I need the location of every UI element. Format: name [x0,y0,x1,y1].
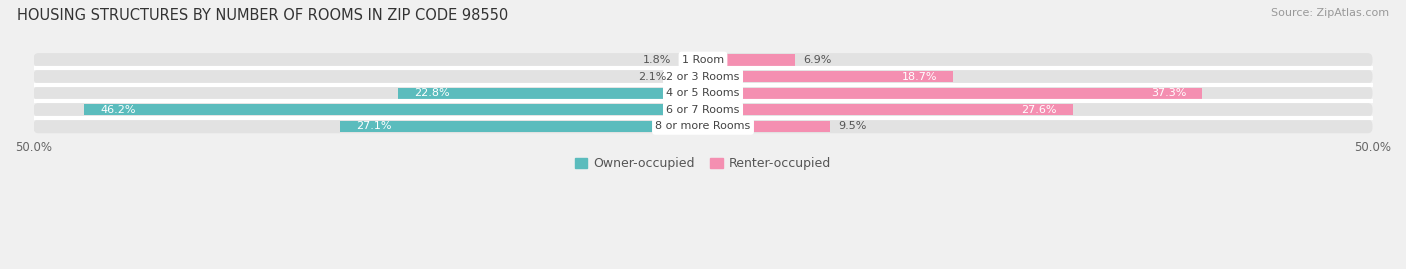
Text: 6.9%: 6.9% [803,55,832,65]
FancyBboxPatch shape [34,103,1372,117]
Text: 8 or more Rooms: 8 or more Rooms [655,121,751,132]
Text: Source: ZipAtlas.com: Source: ZipAtlas.com [1271,8,1389,18]
Bar [703,87,1202,99]
Bar [340,121,703,132]
Text: 27.1%: 27.1% [356,121,392,132]
Bar [398,87,703,99]
Text: 4 or 5 Rooms: 4 or 5 Rooms [666,88,740,98]
FancyBboxPatch shape [34,53,1372,67]
Text: 6 or 7 Rooms: 6 or 7 Rooms [666,105,740,115]
Text: 2.1%: 2.1% [638,72,666,82]
Text: 27.6%: 27.6% [1021,105,1056,115]
Bar [703,121,830,132]
Bar [703,71,953,82]
Text: 1 Room: 1 Room [682,55,724,65]
Text: 1.8%: 1.8% [643,55,671,65]
Bar [84,104,703,115]
Text: 22.8%: 22.8% [413,88,450,98]
Bar [703,104,1073,115]
FancyBboxPatch shape [34,120,1372,133]
Text: 2 or 3 Rooms: 2 or 3 Rooms [666,72,740,82]
FancyBboxPatch shape [34,70,1372,83]
Text: HOUSING STRUCTURES BY NUMBER OF ROOMS IN ZIP CODE 98550: HOUSING STRUCTURES BY NUMBER OF ROOMS IN… [17,8,508,23]
Legend: Owner-occupied, Renter-occupied: Owner-occupied, Renter-occupied [569,152,837,175]
Text: 46.2%: 46.2% [100,105,136,115]
Bar [703,54,796,66]
Bar [679,54,703,66]
FancyBboxPatch shape [34,86,1372,100]
Text: 18.7%: 18.7% [901,72,938,82]
Text: 9.5%: 9.5% [838,121,866,132]
Bar [675,71,703,82]
Text: 37.3%: 37.3% [1152,88,1187,98]
